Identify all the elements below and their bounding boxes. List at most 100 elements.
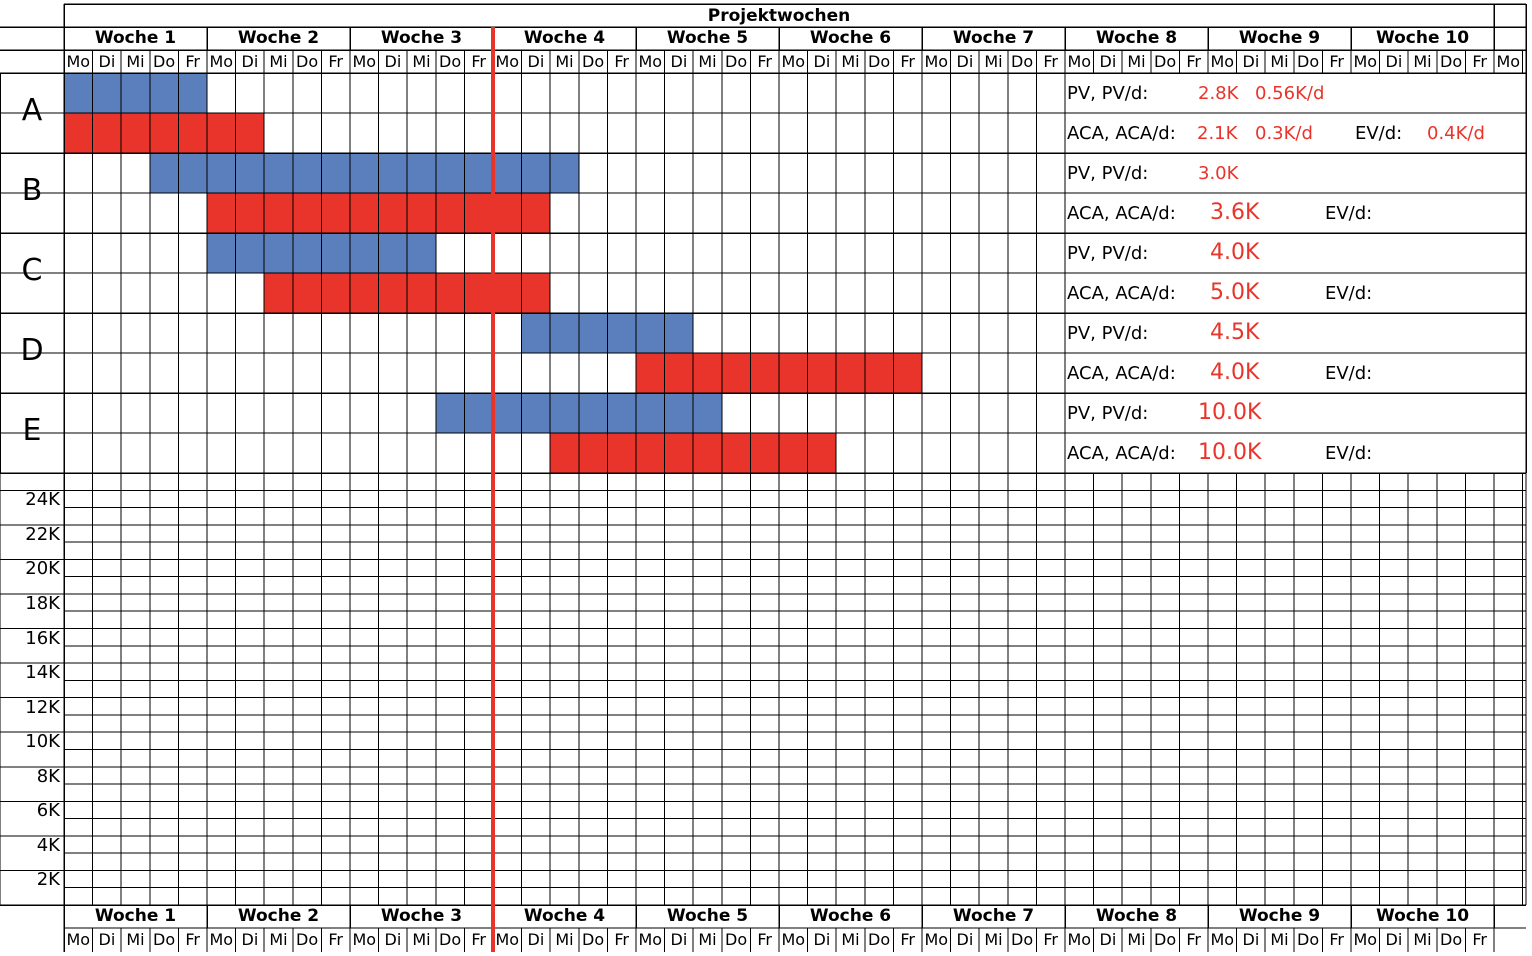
day-label-top: Di [813,52,831,71]
day-label-bottom: Mi [1413,930,1432,949]
day-label-bottom: Mo [638,930,663,949]
aca-value: 2.1K [1197,123,1238,144]
y-axis-label: 20K [25,558,60,580]
day-label-top: Do [868,52,891,71]
aca-label: ACA, ACA/d: [1067,363,1176,384]
day-label-top: Mo [1210,52,1235,71]
aca-label: ACA, ACA/d: [1067,203,1176,224]
day-label-bottom: Mi [1270,930,1289,949]
y-axis-label: 6K [36,800,60,822]
task-label-a: A [21,93,43,128]
day-label-top: Mo [352,52,377,71]
day-label-bottom: Mo [66,930,91,949]
day-label-bottom: Mi [555,930,574,949]
aca-value: 5.0K [1210,280,1260,305]
ev-label: EV/d: [1325,443,1373,464]
day-label-bottom: Mi [269,930,288,949]
planned-bar-b [149,153,579,193]
day-label-bottom: Di [1099,930,1117,949]
week-label-top: Woche 6 [809,28,892,48]
day-label-top: Mo [1496,52,1521,71]
day-label-top: Do [725,52,748,71]
day-label-top: Mi [1127,52,1146,71]
day-label-top: Do [582,52,605,71]
day-label-top: Di [1385,52,1403,71]
week-label-top: Woche 4 [523,28,606,48]
week-label-bottom: Woche 6 [809,906,892,926]
day-label-top: Fr [328,52,343,71]
day-label-top: Mo [66,52,91,71]
task-label-e: E [22,413,42,448]
day-label-bottom: Fr [1043,930,1058,949]
day-label-bottom: Fr [1186,930,1201,949]
day-label-bottom: Mo [781,930,806,949]
pv-value: 3.0K [1198,163,1239,184]
day-label-top: Fr [185,52,200,71]
day-label-bottom: Mi [841,930,860,949]
chart-title: Projektwochen [707,6,851,26]
day-label-top: Di [956,52,974,71]
actual-bar-a [64,113,265,153]
aca-value: 10.0K [1198,440,1262,465]
ev-label: EV/d: [1325,203,1373,224]
day-label-bottom: Fr [614,930,629,949]
day-label-top: Di [1242,52,1260,71]
pv-label: PV, PV/d: [1067,403,1149,424]
y-axis-label: 8K [36,765,60,787]
day-label-top: Mi [126,52,145,71]
day-label-top: Mo [495,52,520,71]
week-label-top: Woche 3 [380,28,463,48]
day-label-bottom: Fr [900,930,915,949]
day-label-bottom: Mi [126,930,145,949]
day-label-top: Fr [1043,52,1058,71]
day-label-top: Mi [412,52,431,71]
day-label-bottom: Di [1385,930,1403,949]
day-label-bottom: Fr [1329,930,1344,949]
day-label-bottom: Do [868,930,891,949]
week-label-top: Woche 5 [666,28,749,48]
aca-value: 4.0K [1210,360,1260,385]
day-label-top: Do [296,52,319,71]
day-label-bottom: Mi [984,930,1003,949]
day-label-top: Mi [1270,52,1289,71]
week-label-top: Woche 7 [952,28,1035,48]
day-label-bottom: Di [813,930,831,949]
pv-label: PV, PV/d: [1067,83,1149,104]
day-label-top: Fr [614,52,629,71]
week-label-top: Woche 2 [237,28,320,48]
day-label-top: Do [1154,52,1177,71]
day-label-bottom: Di [956,930,974,949]
day-label-bottom: Fr [757,930,772,949]
day-label-top: Mo [638,52,663,71]
aca-label: ACA, ACA/d: [1067,123,1176,144]
day-label-bottom: Do [439,930,462,949]
day-label-bottom: Mo [352,930,377,949]
y-axis-label: 2K [36,869,60,891]
day-label-bottom: Fr [1472,930,1487,949]
pv-label: PV, PV/d: [1067,323,1149,344]
day-label-bottom: Di [241,930,259,949]
day-label-bottom: Do [1440,930,1463,949]
pv-label: PV, PV/d: [1067,163,1149,184]
day-label-top: Di [241,52,259,71]
day-label-top: Mi [555,52,574,71]
task-label-c: C [21,253,43,288]
day-label-top: Do [153,52,176,71]
day-label-top: Fr [471,52,486,71]
y-axis-label: 24K [25,489,60,511]
day-label-bottom: Do [296,930,319,949]
day-label-top: Mo [209,52,234,71]
day-label-bottom: Do [1011,930,1034,949]
day-label-top: Do [1011,52,1034,71]
day-label-bottom: Di [527,930,545,949]
y-axis-label: 22K [25,523,60,545]
day-label-bottom: Mo [1067,930,1092,949]
day-label-bottom: Fr [185,930,200,949]
week-label-bottom: Woche 5 [666,906,749,926]
week-label-bottom: Woche 7 [952,906,1035,926]
aca-label: ACA, ACA/d: [1067,283,1176,304]
day-label-bottom: Di [1242,930,1260,949]
pv-label: PV, PV/d: [1067,243,1149,264]
day-label-top: Di [98,52,116,71]
